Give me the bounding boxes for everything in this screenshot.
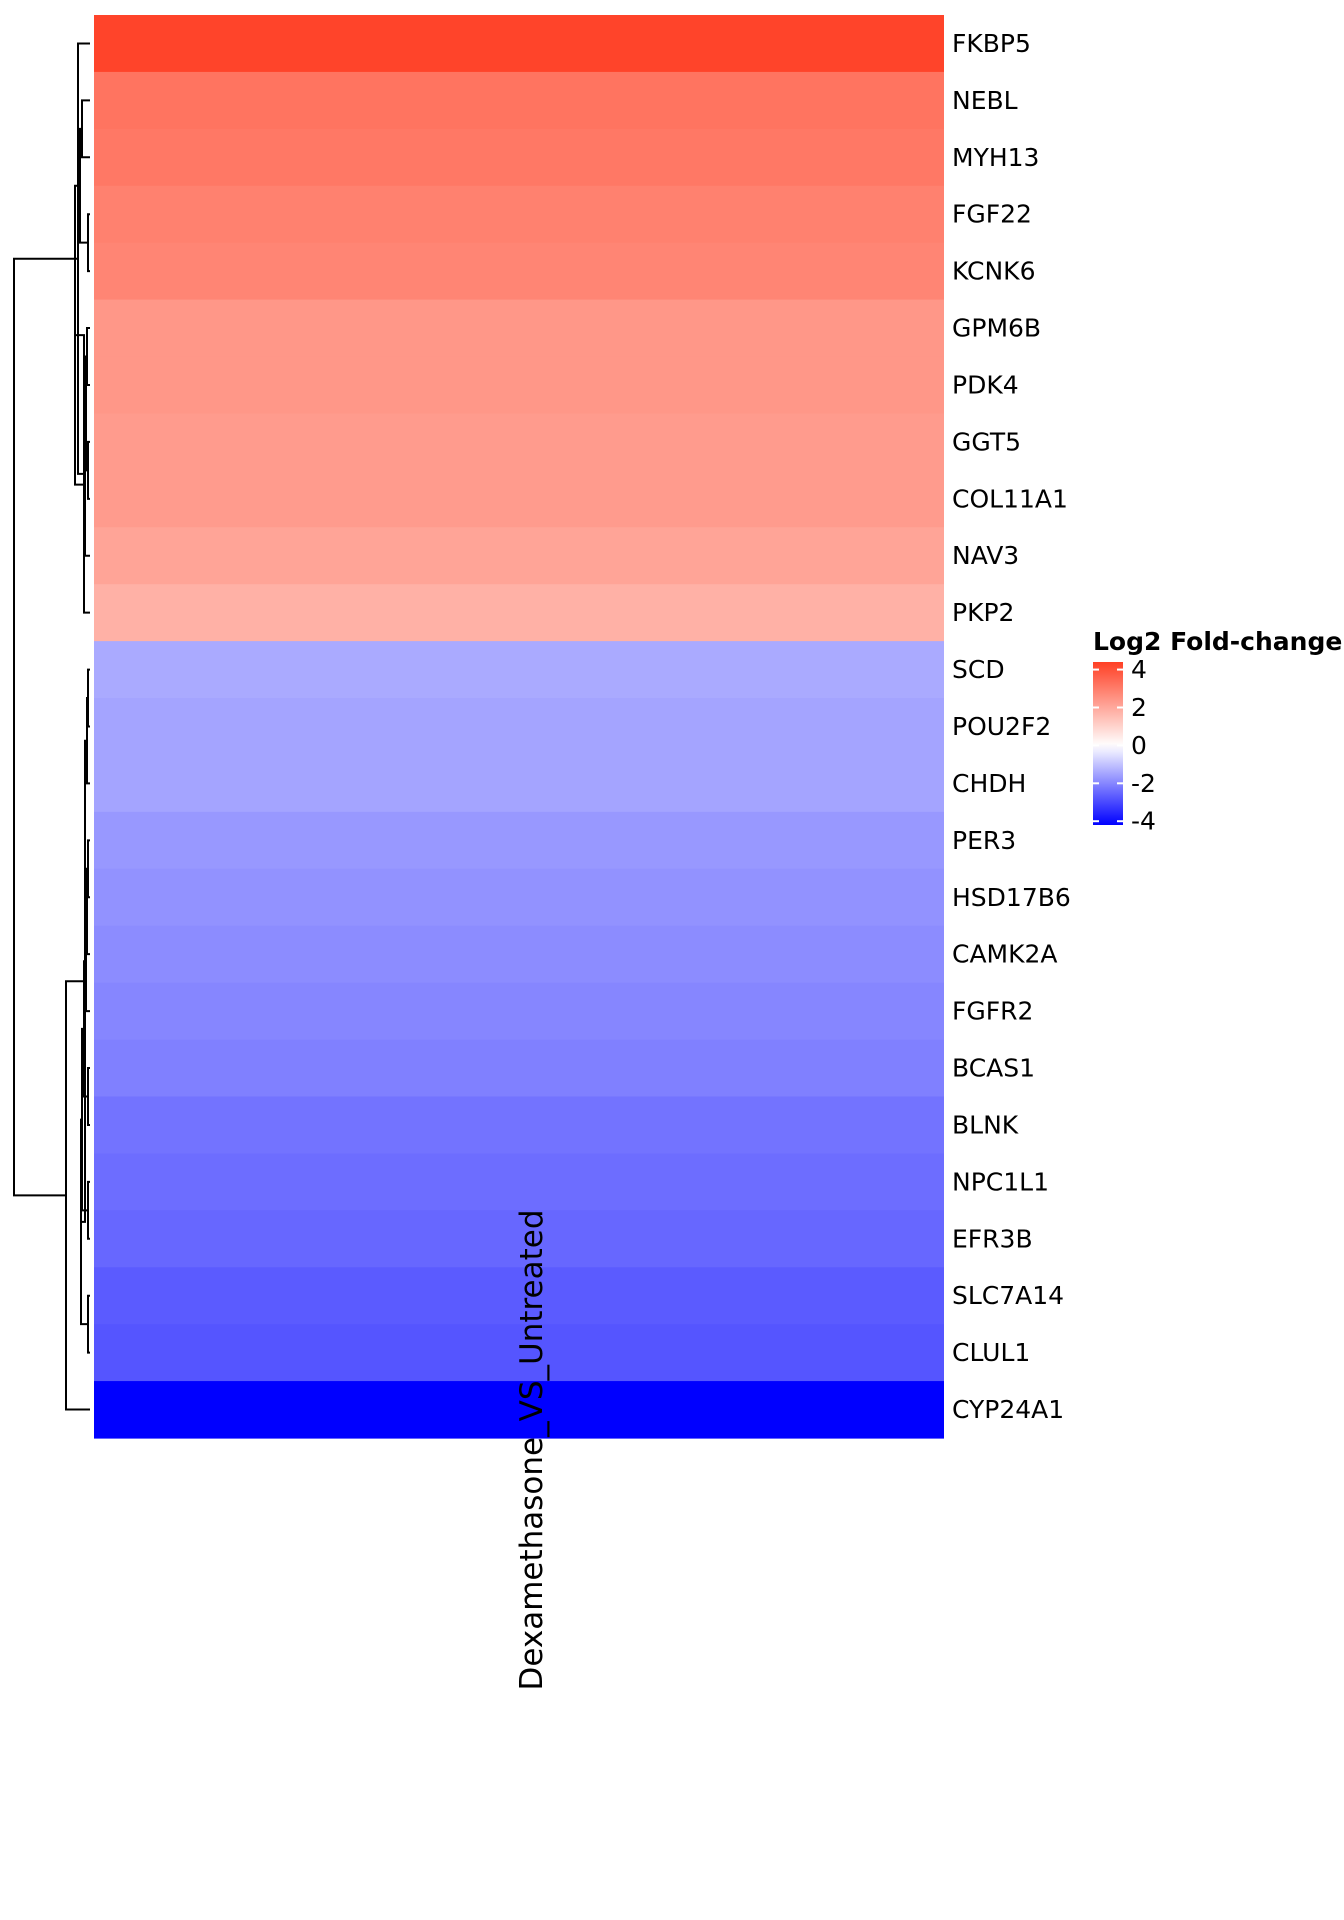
row-label-pdk4: PDK4	[952, 370, 1019, 399]
row-label-per3: PER3	[952, 826, 1016, 855]
row-labels: FKBP5 NEBL MYH13 FGF22 KCNK6 GPM6B PDK4 GGT5 COL…	[952, 29, 1071, 1424]
heatmap-cell-pou2f2	[94, 698, 944, 756]
heatmap-cell-kcnk6	[94, 242, 944, 301]
heatmap-cell-bcas1	[94, 1039, 944, 1098]
heatmap-cell-camk2a	[94, 925, 944, 984]
heatmap-cell-scd	[94, 641, 944, 699]
heatmap-cell-nav3	[94, 527, 944, 585]
column-label: Dexamethasone_VS_Untreated	[514, 1209, 550, 1690]
heatmap-cell-myh13	[94, 128, 944, 187]
color-legend: Log2 Fold-change 4 2 0 -2 -4	[1093, 627, 1342, 836]
legend-tick-label: 4	[1131, 655, 1147, 684]
row-label-cyp24a1: CYP24A1	[952, 1395, 1064, 1424]
dendrogram-branch	[87, 1180, 90, 1240]
row-label-slc7a14: SLC7A14	[952, 1281, 1064, 1310]
legend-tick-label: -2	[1131, 769, 1156, 798]
legend-tick-label: 0	[1131, 731, 1147, 760]
dendrogram-branch	[87, 668, 90, 728]
row-label-fgfr2: FGFR2	[952, 997, 1033, 1026]
dendrogram-branch	[86, 327, 90, 386]
row-label-gpm6b: GPM6B	[952, 314, 1041, 343]
row-label-ggt5: GGT5	[952, 427, 1021, 456]
legend-tick-label: 2	[1131, 693, 1147, 722]
row-label-hsd17b6: HSD17B6	[952, 883, 1071, 912]
heatmap-cell-efr3b	[94, 1210, 944, 1268]
dendrogram-branch	[87, 440, 90, 500]
heatmap-cell-fgf22	[94, 185, 944, 244]
row-dendrogram	[13, 42, 90, 1411]
heatmap-cell-npc1l1	[94, 1153, 944, 1211]
heatmap-cells	[94, 15, 944, 1439]
heatmap-cell-chdh	[94, 754, 944, 813]
heatmap-cell-gpm6b	[94, 299, 944, 358]
row-label-efr3b: EFR3B	[952, 1224, 1033, 1253]
legend-title: Log2 Fold-change	[1093, 627, 1342, 656]
row-label-kcnk6: KCNK6	[952, 257, 1035, 286]
heatmap-cell-hsd17b6	[94, 868, 944, 927]
dendrogram-branch	[87, 213, 90, 273]
heatmap-cell-cyp24a1	[94, 1381, 944, 1439]
row-label-scd: SCD	[952, 655, 1005, 684]
heatmap-cell-fgfr2	[94, 982, 944, 1041]
heatmap-cell-clul1	[94, 1324, 944, 1382]
dendrogram-branch	[13, 257, 78, 1197]
heatmap-cell-pkp2	[94, 584, 944, 642]
row-label-fkbp5: FKBP5	[952, 29, 1031, 58]
dendrogram-branch	[87, 839, 90, 899]
row-label-fgf22: FGF22	[952, 200, 1032, 229]
row-label-blnk: BLNK	[952, 1110, 1019, 1139]
row-label-clul1: CLUL1	[952, 1338, 1030, 1367]
heatmap-cell-col11a1	[94, 470, 944, 528]
legend-color-bar	[1093, 662, 1123, 825]
heatmap-cell-blnk	[94, 1096, 944, 1154]
dendrogram-branch	[87, 1067, 90, 1126]
row-label-myh13: MYH13	[952, 143, 1039, 172]
legend-tick-label: -4	[1131, 807, 1156, 836]
heatmap-cell-fkbp5	[94, 15, 944, 73]
row-label-npc1l1: NPC1L1	[952, 1167, 1049, 1196]
row-label-camk2a: CAMK2A	[952, 940, 1058, 969]
row-label-nav3: NAV3	[952, 541, 1019, 570]
heatmap-cell-nebl	[94, 71, 944, 130]
heatmap-cell-slc7a14	[94, 1267, 944, 1325]
row-label-chdh: CHDH	[952, 769, 1026, 798]
dendrogram-branch	[65, 980, 90, 1411]
heatmap-cell-ggt5	[94, 413, 944, 471]
row-label-col11a1: COL11A1	[952, 484, 1068, 513]
heatmap-cell-per3	[94, 811, 944, 870]
heatmap-cell-pdk4	[94, 356, 944, 415]
row-label-bcas1: BCAS1	[952, 1054, 1035, 1083]
row-label-nebl: NEBL	[952, 86, 1018, 115]
row-label-pkp2: PKP2	[952, 598, 1014, 627]
dendrogram-branch	[81, 99, 90, 159]
dendrogram-branch	[87, 1294, 90, 1354]
row-label-pou2f2: POU2F2	[952, 712, 1051, 741]
